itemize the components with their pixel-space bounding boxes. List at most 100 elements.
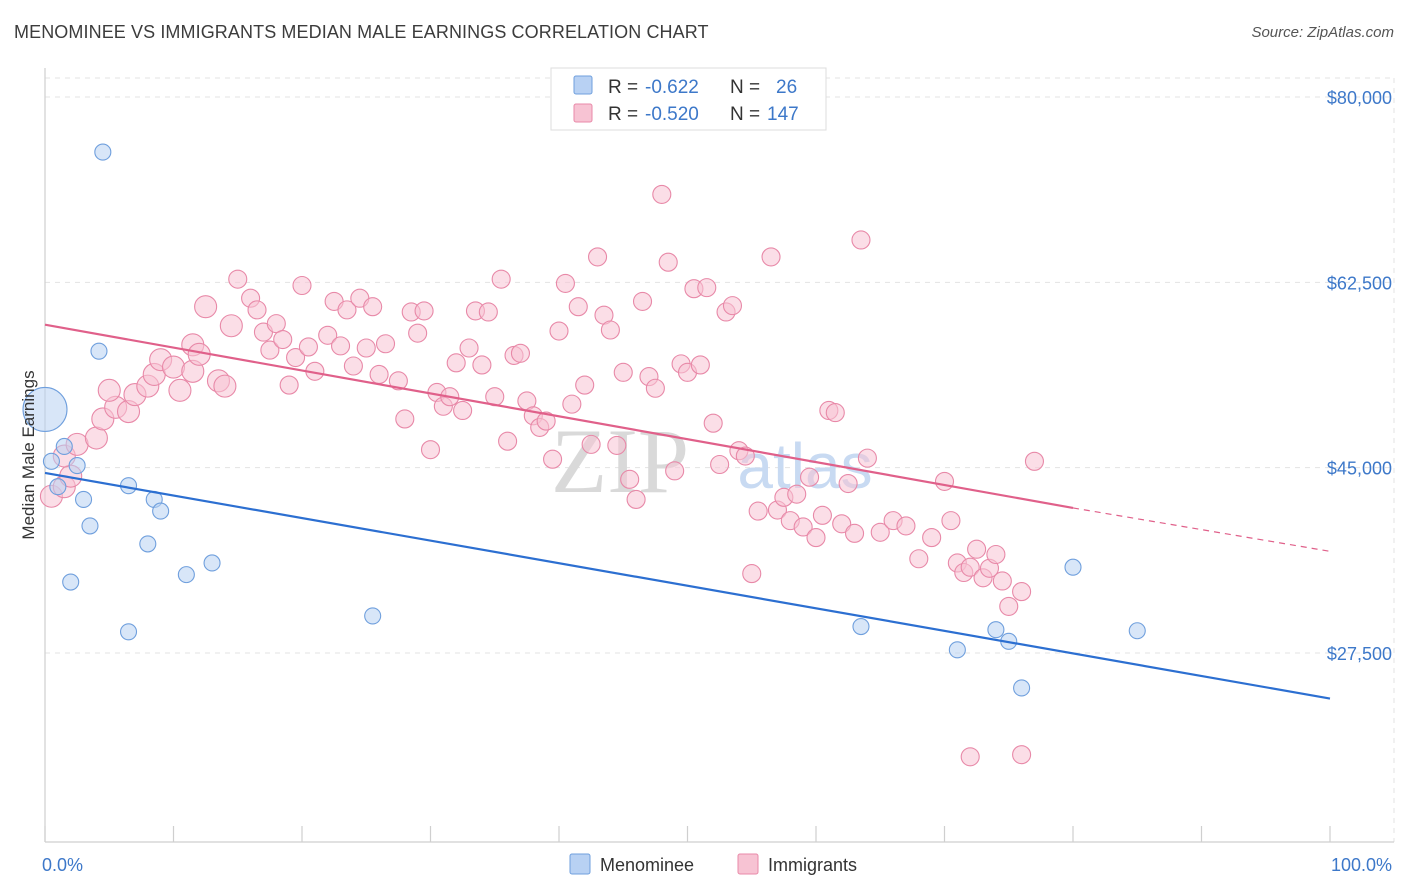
- immigrants-point: [710, 454, 730, 475]
- immigrants-point: [986, 544, 1006, 565]
- menominee-point: [49, 478, 67, 496]
- immigrants-point: [388, 371, 408, 391]
- immigrants-point: [703, 413, 723, 433]
- menominee-point: [42, 452, 60, 470]
- immigrants-point: [260, 340, 280, 360]
- x-tick-label: 0.0%: [42, 855, 83, 875]
- immigrants-point: [960, 557, 980, 577]
- immigrants-point: [247, 300, 267, 320]
- y-tick-labels: $80,000 $62,500 $45,000 $27,500: [1327, 88, 1392, 664]
- y-axis-title: Median Male Earnings: [19, 370, 38, 539]
- immigrants-points: [39, 184, 1044, 767]
- menominee-point: [948, 641, 966, 659]
- immigrants-point: [600, 320, 620, 340]
- y-tick-label: $80,000: [1327, 88, 1392, 108]
- legend-r-label: R =: [608, 77, 638, 98]
- immigrants-point: [395, 409, 415, 429]
- immigrants-point: [161, 355, 186, 379]
- immigrants-point: [870, 522, 890, 542]
- immigrants-point: [620, 469, 640, 489]
- legend-box: [550, 67, 827, 131]
- immigrants-point: [896, 516, 916, 536]
- immigrants-point: [800, 467, 820, 487]
- menominee-point: [94, 143, 112, 161]
- watermark-zip: ZIP: [551, 410, 689, 512]
- trend-lines: [44, 323, 1331, 700]
- immigrants-point: [97, 378, 121, 402]
- immigrants-point: [587, 247, 608, 267]
- x-tick-labels: 0.0% 100.0%: [42, 855, 1392, 875]
- menominee-point: [55, 437, 73, 456]
- menominee-point: [75, 490, 93, 508]
- immigrants-point: [568, 297, 588, 317]
- immigrants-point: [652, 184, 672, 204]
- immigrants-point: [999, 596, 1019, 616]
- immigrants-point: [838, 474, 858, 494]
- immigrants-trend-line: [44, 323, 1074, 509]
- immigrants-point: [806, 528, 826, 548]
- legend-bottom: Menominee Immigrants: [569, 853, 857, 875]
- immigrants-point: [934, 471, 955, 491]
- immigrants-point: [607, 435, 627, 455]
- menominee-point: [987, 621, 1005, 639]
- immigrants-point: [194, 295, 218, 319]
- immigrants-point: [632, 291, 653, 311]
- immigrants-point: [761, 247, 781, 267]
- menominee-points: [22, 143, 1146, 697]
- legend-n-label: N =: [730, 104, 760, 125]
- immigrants-point: [536, 411, 556, 431]
- immigrants-point: [967, 539, 987, 559]
- immigrants-point: [414, 301, 434, 321]
- immigrants-point: [549, 321, 569, 341]
- immigrants-point: [555, 273, 575, 293]
- immigrants-point: [793, 517, 813, 537]
- bottom-legend-immigrants-label: Immigrants: [768, 855, 857, 875]
- immigrants-point: [645, 378, 665, 398]
- y-tick-label: $62,500: [1327, 273, 1392, 293]
- immigrants-point: [832, 514, 852, 534]
- immigrants-point: [279, 375, 299, 395]
- menominee-point: [90, 342, 108, 360]
- menominee-point: [68, 456, 86, 475]
- immigrants-point: [273, 329, 293, 350]
- immigrants-point: [318, 325, 338, 345]
- immigrants-point: [575, 375, 595, 395]
- immigrants-point: [459, 338, 479, 358]
- immigrants-trend-extension: [1072, 507, 1331, 552]
- legend-r-label: R =: [608, 104, 638, 125]
- immigrants-point: [363, 297, 383, 317]
- immigrants-point: [613, 362, 633, 382]
- legend-menominee-swatch: [573, 75, 593, 95]
- immigrants-point: [626, 489, 646, 509]
- bottom-legend-menominee-swatch: [569, 853, 591, 875]
- immigrants-point: [1012, 745, 1032, 765]
- menominee-point: [81, 517, 99, 535]
- immigrants-point: [844, 523, 865, 543]
- immigrants-point: [292, 275, 312, 296]
- bottom-legend-immigrants-swatch: [737, 853, 759, 875]
- immigrants-point: [228, 269, 248, 289]
- immigrants-point: [453, 400, 473, 421]
- immigrants-point: [420, 440, 441, 460]
- chart-title: MENOMINEE VS IMMIGRANTS MEDIAN MALE EARN…: [14, 22, 709, 42]
- menominee-point: [177, 566, 195, 584]
- x-tick-label: 100.0%: [1331, 855, 1392, 875]
- menominee-point: [1128, 622, 1146, 640]
- immigrants-point: [690, 355, 710, 375]
- menominee-point: [364, 607, 382, 625]
- menominee-point: [139, 535, 157, 553]
- immigrants-point: [543, 449, 563, 469]
- legend-top: R = -0.622 N = 26 R = -0.520 N = 147: [550, 67, 827, 131]
- immigrants-point: [1024, 451, 1044, 471]
- axes: [44, 68, 1394, 843]
- legend-immigrants-swatch: [573, 103, 593, 123]
- menominee-point: [119, 623, 138, 641]
- menominee-point: [852, 617, 870, 636]
- immigrants-point: [658, 252, 678, 272]
- immigrants-point: [408, 323, 428, 343]
- immigrants-point: [491, 269, 511, 289]
- menominee-point: [203, 554, 221, 572]
- immigrants-point: [286, 347, 306, 368]
- immigrants-point: [375, 334, 396, 354]
